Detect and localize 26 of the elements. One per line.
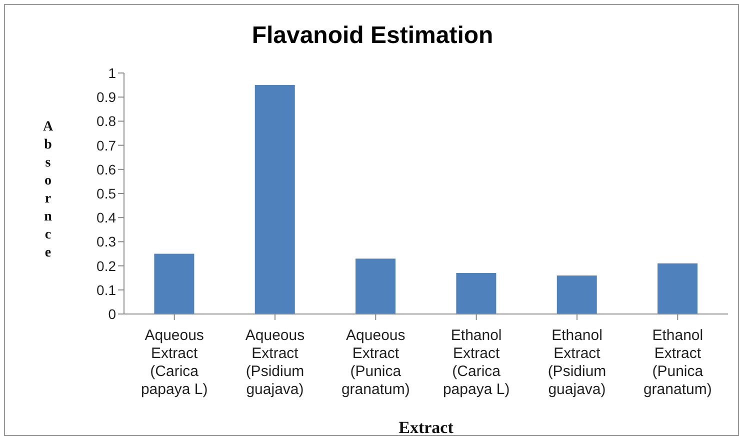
y-tick-label: 0.8 [96, 113, 116, 130]
x-axis-title: Extract [398, 418, 454, 437]
y-tick-label: 0.7 [96, 137, 116, 154]
y-tick-label: 0.9 [96, 89, 116, 106]
bar [356, 258, 396, 314]
x-tick-label: Ethanol Extract (Carica papaya L) [442, 327, 510, 398]
x-tick-label: Ethanol Extract (Punica granatum) [643, 327, 712, 398]
bar [254, 85, 295, 314]
y-axis-title: Absornce [42, 120, 54, 260]
y-tick-label: 0.3 [96, 234, 116, 250]
chart-title: Flavanoid Estimation [250, 22, 494, 50]
bar [456, 273, 496, 314]
y-tick-label: 1 [108, 64, 116, 81]
y-tick-label: 0.4 [96, 210, 116, 226]
bar [556, 275, 597, 314]
y-tick-label: 0.1 [96, 282, 116, 298]
y-tick-label: 0.6 [96, 161, 116, 178]
y-tick-label: 0.2 [96, 258, 116, 274]
x-tick-label: Aqueous Extract (Punica granatum) [341, 327, 410, 398]
y-tick-label: 0 [108, 306, 116, 322]
x-tick-label: Aqueous Extract (Psidium guajava) [245, 327, 305, 398]
x-tick-label: Aqueous Extract (Carica papaya L) [140, 327, 208, 398]
bar [658, 263, 698, 314]
bar [154, 254, 194, 314]
y-tick-label: 0.5 [96, 185, 116, 202]
x-tick-label: Ethanol Extract (Psidium guajava) [548, 327, 606, 398]
